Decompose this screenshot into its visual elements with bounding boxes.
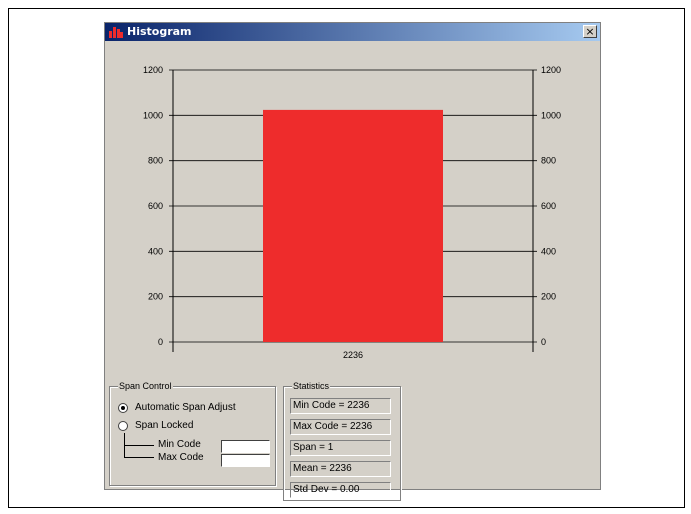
statistics-title: Statistics xyxy=(292,380,331,392)
radio-button-icon xyxy=(118,403,128,413)
close-button[interactable]: × xyxy=(583,25,597,38)
title-bar[interactable]: Histogram × xyxy=(105,23,600,41)
histogram-window: Histogram × 0 0 200 200 400 400 600 600 800 800 10… xyxy=(104,22,601,501)
tree-connector-min xyxy=(124,445,154,446)
span-locked-label: Span Locked xyxy=(135,420,194,431)
y-tick-label-right: 200 xyxy=(541,292,556,302)
x-tick-label: 2236 xyxy=(343,350,363,360)
min-code-label: Min Code xyxy=(158,439,201,450)
y-tick-label-left: 200 xyxy=(148,292,163,302)
stat-span: Span = 1 xyxy=(290,440,391,456)
histogram-chart: 0 0 200 200 400 400 600 600 800 800 1000 1000 1200 12… xyxy=(143,65,561,360)
y-tick-label-right: 400 xyxy=(541,246,556,256)
close-icon: × xyxy=(585,25,595,38)
span-control-group: Span Control Automatic Span Adjust Span … xyxy=(109,380,276,486)
window-title: Histogram xyxy=(127,25,192,38)
y-tick-label-right: 1200 xyxy=(541,65,561,75)
stat-mean: Mean = 2236 xyxy=(290,461,391,477)
max-code-label: Max Code xyxy=(158,452,204,463)
span-control-title: Span Control xyxy=(118,380,173,392)
y-tick-label-right: 600 xyxy=(541,201,556,211)
automatic-span-adjust-label: Automatic Span Adjust xyxy=(135,402,236,413)
y-tick-label-left: 400 xyxy=(148,246,163,256)
radio-button-icon xyxy=(118,421,128,431)
y-tick-label-left: 1000 xyxy=(143,110,163,120)
y-tick-label-left: 800 xyxy=(148,156,163,166)
stat-max-code: Max Code = 2236 xyxy=(290,419,391,435)
histogram-app-icon xyxy=(109,27,123,38)
y-tick-label-left: 1200 xyxy=(143,65,163,75)
stat-std-dev: Std Dev = 0.00 xyxy=(290,482,391,498)
radio-selected-dot xyxy=(121,406,125,410)
tree-connector-max xyxy=(124,457,154,458)
y-tick-label-right: 1000 xyxy=(541,110,561,120)
y-tick-label-left: 600 xyxy=(148,201,163,211)
stat-min-code: Min Code = 2236 xyxy=(290,398,391,414)
histogram-bar xyxy=(263,109,443,342)
statistics-group: Statistics Min Code = 2236 Max Code = 22… xyxy=(283,380,401,501)
y-tick-label-left: 0 xyxy=(158,337,163,347)
min-code-input[interactable] xyxy=(221,440,270,453)
y-tick-label-right: 0 xyxy=(541,337,546,347)
max-code-input[interactable] xyxy=(221,454,270,467)
y-tick-label-right: 800 xyxy=(541,156,556,166)
